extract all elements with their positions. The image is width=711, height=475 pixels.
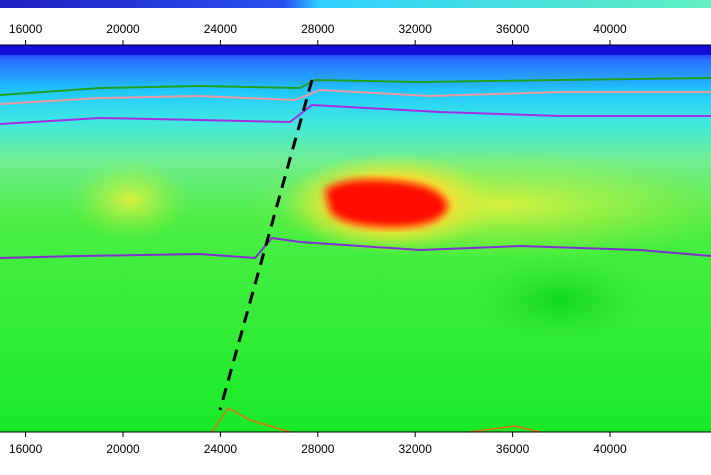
dark-zone [470,255,650,345]
top-strip [0,0,711,8]
horizon-purple [0,103,711,125]
x-tick-label-top: 36000 [496,22,530,36]
yellow-zone [70,160,190,240]
x-tick-label-top: 20000 [106,22,140,36]
x-tick-label-top: 16000 [9,22,43,36]
horizon-green [0,77,711,96]
horizon-pink [0,88,711,105]
x-tick-label-bottom: 36000 [496,442,530,456]
horizon-purple-deep [0,236,711,260]
x-tick-label-bottom: 16000 [9,442,43,456]
horizon-orange [211,407,541,433]
x-tick-label-bottom: 32000 [399,442,433,456]
x-tick-label-bottom: 20000 [106,442,140,456]
x-tick-label-top: 24000 [204,22,238,36]
x-tick-label-top: 40000 [593,22,627,36]
x-tick-label-top: 28000 [301,22,335,36]
x-tick-label-bottom: 28000 [301,442,335,456]
plot-area [0,45,711,433]
x-tick-label-bottom: 40000 [593,442,627,456]
anomaly-core [325,179,448,228]
fault-line [218,79,314,411]
top-band [0,45,711,55]
x-tick-label-bottom: 24000 [204,442,238,456]
x-tick-label-top: 32000 [399,22,433,36]
